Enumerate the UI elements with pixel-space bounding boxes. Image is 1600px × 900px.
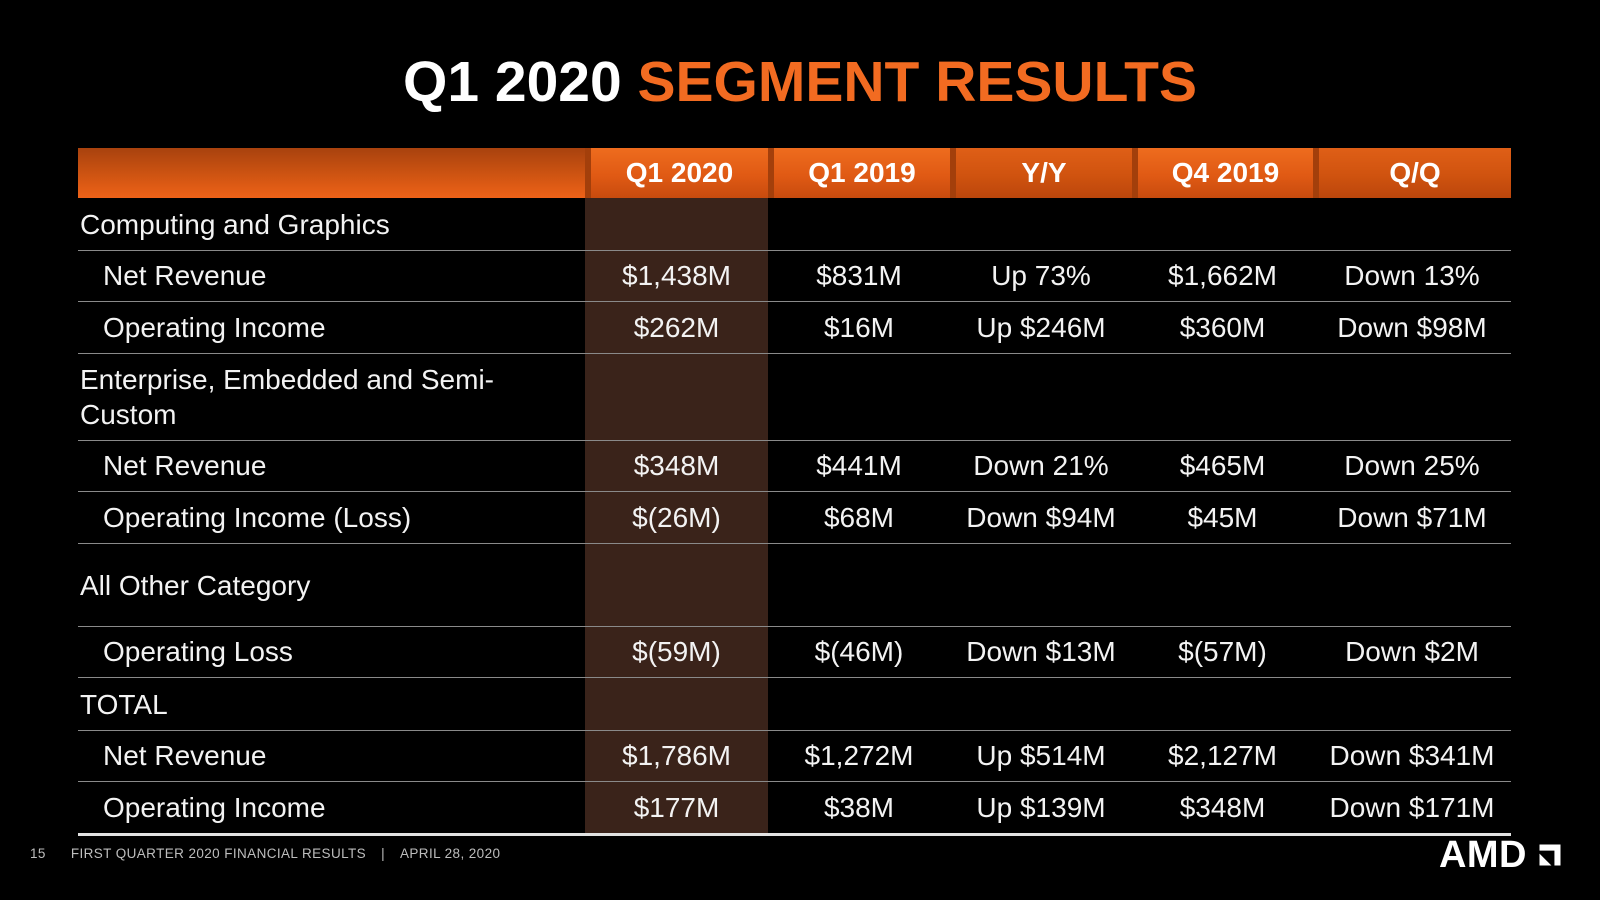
value-cell: Up $514M [976, 740, 1106, 771]
row-label: Operating Income (Loss) [103, 501, 412, 533]
value-cell: $38M [823, 791, 895, 823]
page-number: 15 [30, 846, 46, 861]
value-cell: Down $94M [966, 501, 1116, 533]
amd-arrow-icon [1536, 841, 1564, 869]
col-header-qq: Q/Q [1313, 148, 1511, 198]
value-cell: $262M [633, 311, 720, 343]
footer-date: APRIL 28, 2020 [399, 846, 501, 861]
value-cell: $(57M) [1178, 636, 1267, 667]
section-header-label: TOTAL [80, 688, 168, 720]
col-header-blank [78, 148, 585, 198]
footer-separator: | [381, 846, 385, 861]
value-cell: $(46M) [814, 636, 904, 667]
page-title: Q1 2020 SEGMENT RESULTS [0, 50, 1600, 114]
amd-logo-text: AMD [1438, 834, 1527, 876]
value-cell: $1,272M [804, 740, 914, 771]
section-header-row: All Other Category [78, 543, 1511, 626]
value-cell: $(59M) [632, 636, 721, 667]
section-header-row: TOTAL [78, 677, 1511, 730]
col-header-yy: Y/Y [950, 148, 1132, 198]
table-row: Operating Income $262M $16M Up $246M $36… [78, 301, 1511, 353]
amd-logo: AMD [1439, 836, 1564, 874]
value-cell: $177M [633, 791, 720, 823]
row-label: Net Revenue [103, 450, 267, 481]
results-table: Q1 2020 Q1 2019 Y/Y Q4 2019 Q/Q Computin… [78, 148, 1511, 836]
value-cell: Down $71M [1337, 501, 1487, 533]
page-title-prefix: Q1 2020 [403, 50, 638, 114]
table-row: Operating Income $177M $38M Up $139M $34… [78, 781, 1511, 833]
value-cell: $1,662M [1168, 260, 1277, 291]
value-cell: $16M [823, 311, 895, 343]
col-header-q4-2019: Q4 2019 [1132, 148, 1313, 198]
value-cell: Up 73% [991, 260, 1091, 291]
value-cell: Up $139M [976, 791, 1106, 823]
value-cell: Up $246M [976, 311, 1106, 343]
table-row: Net Revenue $1,438M $831M Up 73% $1,662M… [78, 250, 1511, 301]
value-cell: $1,786M [622, 740, 731, 771]
value-cell: $831M [816, 260, 902, 291]
value-cell: $2,127M [1168, 740, 1277, 771]
col-header-q1-2020: Q1 2020 [585, 148, 768, 198]
value-cell: $441M [816, 450, 902, 481]
row-label: Net Revenue [103, 740, 267, 771]
value-cell: Down $13M [966, 636, 1116, 667]
section-header-row: Enterprise, Embedded and Semi-Custom [78, 353, 1511, 440]
value-cell: $68M [823, 501, 895, 533]
value-cell: Down 13% [1344, 260, 1480, 291]
page-title-highlight: SEGMENT RESULTS [637, 50, 1197, 114]
table-row: Net Revenue $348M $441M Down 21% $465M D… [78, 440, 1511, 491]
value-cell: $348M [1179, 791, 1266, 823]
table-body: Computing and Graphics Net Revenue $1,43… [78, 198, 1511, 836]
value-cell: Down $98M [1337, 311, 1487, 343]
value-cell: $1,438M [622, 260, 731, 291]
value-cell: Down 25% [1344, 450, 1480, 481]
col-header-q1-2019: Q1 2019 [768, 148, 950, 198]
section-header-row: Computing and Graphics [78, 198, 1511, 250]
highlight-column-q1-2020 [585, 198, 768, 833]
value-cell: $(26M) [632, 501, 721, 533]
row-label: Net Revenue [103, 260, 267, 291]
footer-title: FIRST QUARTER 2020 FINANCIAL RESULTS [70, 846, 367, 861]
value-cell: Down $171M [1329, 791, 1495, 823]
value-cell: $348M [633, 450, 720, 481]
section-header-label: Computing and Graphics [80, 208, 390, 240]
footer: 15 FIRST QUARTER 2020 FINANCIAL RESULTS … [30, 846, 500, 861]
value-cell: Down 21% [973, 450, 1109, 481]
value-cell: Down $2M [1345, 636, 1479, 667]
row-label: Operating Income [103, 311, 326, 343]
table-row: Operating Loss $(59M) $(46M) Down $13M $… [78, 626, 1511, 677]
row-label: Operating Loss [103, 636, 293, 667]
table-header-row: Q1 2020 Q1 2019 Y/Y Q4 2019 Q/Q [78, 148, 1511, 198]
value-cell: $465M [1179, 450, 1266, 481]
table-row: Operating Income (Loss) $(26M) $68M Down… [78, 491, 1511, 543]
section-header-label: Enterprise, Embedded and Semi-Custom [80, 364, 494, 430]
section-header-label: All Other Category [80, 569, 311, 601]
value-cell: $45M [1187, 501, 1258, 533]
value-cell: $360M [1179, 311, 1266, 343]
table-row: Net Revenue $1,786M $1,272M Up $514M $2,… [78, 730, 1511, 781]
row-label: Operating Income [103, 791, 326, 823]
value-cell: Down $341M [1329, 740, 1495, 771]
